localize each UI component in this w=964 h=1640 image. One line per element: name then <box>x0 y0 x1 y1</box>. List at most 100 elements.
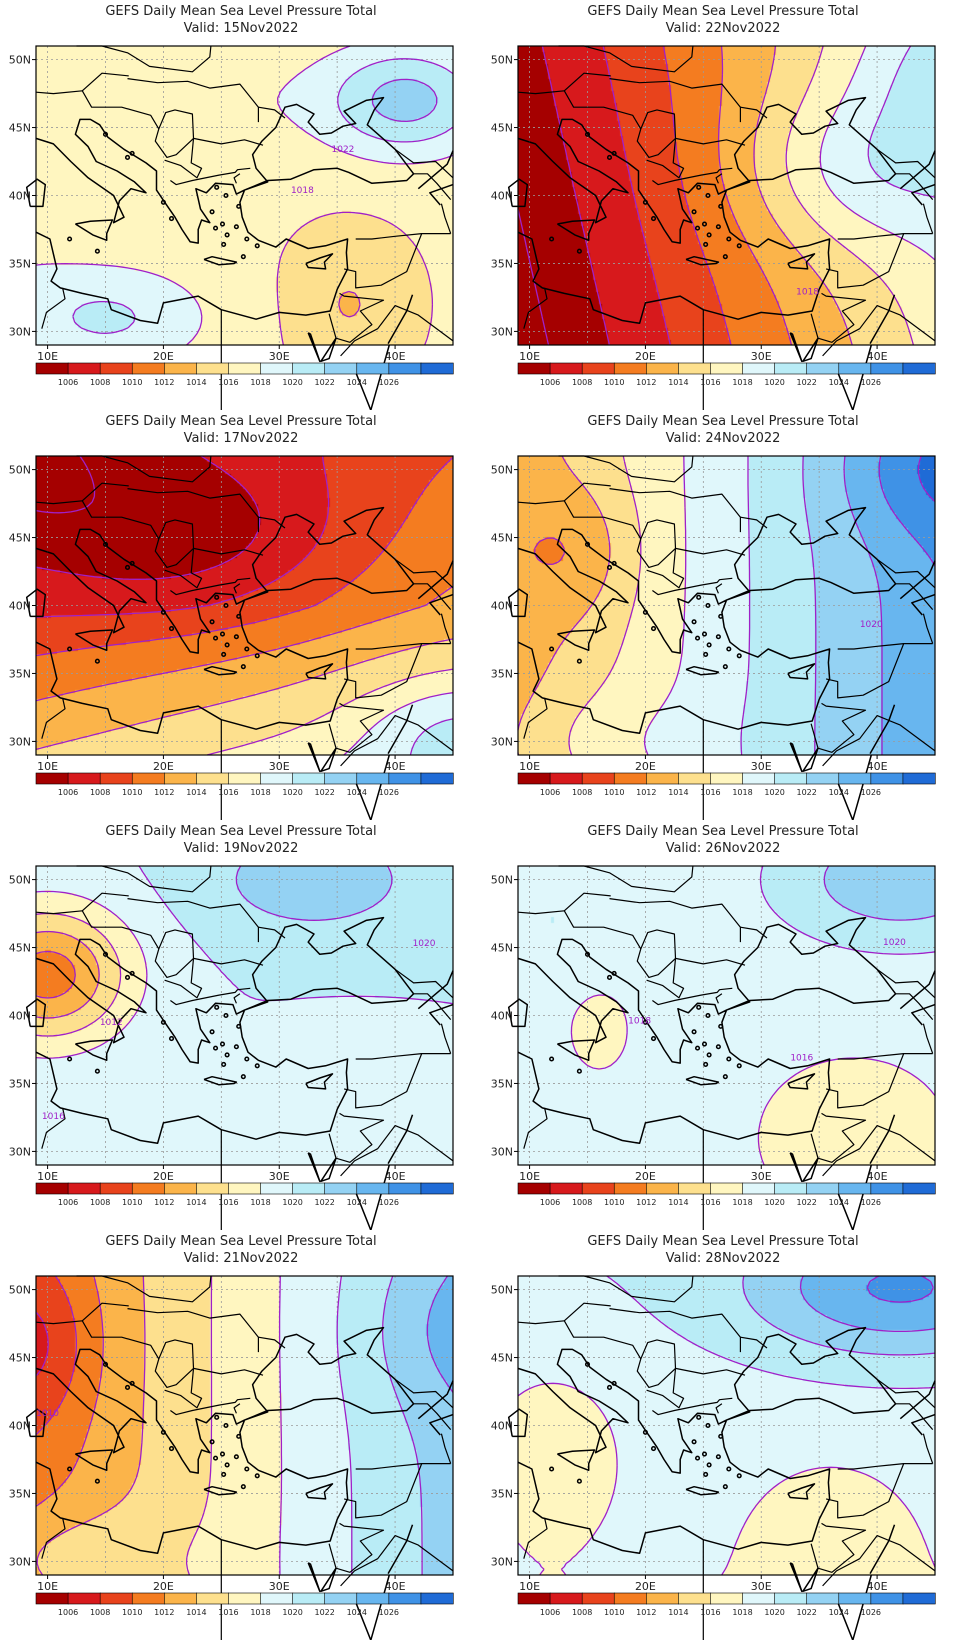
colorbar-label: 1020 <box>764 788 784 797</box>
lat-tick-label: 45N <box>9 942 31 955</box>
colorbar-label: 1012 <box>154 788 174 797</box>
colorbar-label: 1008 <box>572 788 592 797</box>
colorbar-swatch <box>646 772 679 785</box>
colorbar-label: 1006 <box>540 378 560 387</box>
colorbar-label: 1016 <box>218 788 238 797</box>
colorbar-label: 1012 <box>636 788 656 797</box>
lat-tick-label: 45N <box>491 942 513 955</box>
contour-label: 1016 <box>42 1112 65 1122</box>
colorbar-label: 1026 <box>379 788 399 797</box>
lon-tick-label: 30E <box>269 1580 290 1593</box>
isobars <box>517 455 936 756</box>
colorbar-swatch <box>774 1592 808 1605</box>
colorbar-swatch <box>99 362 133 375</box>
panel-title: GEFS Daily Mean Sea Level Pressure Total <box>105 4 377 19</box>
colorbar-swatch <box>292 1592 326 1605</box>
colorbar-swatch <box>131 362 165 375</box>
panel-valid-date: Valid: 17Nov2022 <box>183 431 299 446</box>
colorbar-swatch <box>99 772 133 785</box>
colorbar-swatch <box>260 1592 294 1605</box>
lat-tick-label: 40N <box>491 600 513 613</box>
colorbar-swatch <box>870 1592 904 1605</box>
lat-tick-label: 40N <box>491 1420 513 1433</box>
lat-tick-label: 45N <box>491 532 513 545</box>
isobars <box>35 455 454 756</box>
colorbar-label: 1024 <box>829 378 849 387</box>
colorbar-label: 1026 <box>861 378 881 387</box>
pressure-field <box>518 456 935 755</box>
colorbar-label: 1018 <box>732 1198 752 1207</box>
panel-21nov2022: GEFS Daily Mean Sea Level Pressure Total… <box>0 1230 482 1640</box>
colorbar-label: 1010 <box>604 1608 624 1617</box>
colorbar-swatch <box>67 1182 101 1195</box>
colorbar-swatch <box>356 1592 390 1605</box>
lat-tick-label: 40N <box>9 600 31 613</box>
lat-tick-label: 50N <box>491 874 513 887</box>
panel-19nov2022: GEFS Daily Mean Sea Level Pressure Total… <box>0 820 482 1230</box>
colorbar-swatch <box>99 1592 133 1605</box>
colorbar: 1006 1008 1010 1012 1014 1016 1018 1020 1022 1024… <box>35 362 454 387</box>
colorbar-label: 1010 <box>604 378 624 387</box>
coastlines-borders <box>25 865 454 1230</box>
contour-label: 1018 <box>291 186 314 196</box>
colorbar-swatch <box>292 362 326 375</box>
colorbar-label: 1022 <box>797 378 817 387</box>
panel-valid-date: Valid: 15Nov2022 <box>183 21 299 36</box>
colorbar-label: 1006 <box>58 1608 78 1617</box>
lon-tick-label: 30E <box>751 760 772 773</box>
colorbar-swatch <box>902 1182 936 1195</box>
lon-tick-label: 20E <box>635 1170 656 1183</box>
colorbar-swatch <box>420 1182 454 1195</box>
lon-tick-label: 10E <box>519 760 540 773</box>
colorbar-swatch <box>356 362 390 375</box>
panel-title: GEFS Daily Mean Sea Level Pressure Total <box>587 414 859 429</box>
colorbar-label: 1006 <box>540 1608 560 1617</box>
colorbar-swatch <box>260 362 294 375</box>
lon-tick-label: 20E <box>635 350 656 363</box>
lon-tick-label: 10E <box>37 1170 58 1183</box>
colorbar-swatch <box>581 1182 615 1195</box>
lat-tick-label: 45N <box>9 532 31 545</box>
lon-tick-label: 10E <box>37 350 58 363</box>
pressure-field <box>36 456 453 755</box>
colorbar-swatch <box>67 362 101 375</box>
lon-tick-label: 30E <box>269 350 290 363</box>
colorbar-swatch <box>164 362 197 375</box>
colorbar-label: 1018 <box>732 788 752 797</box>
colorbar-swatch <box>678 1182 712 1195</box>
lat-tick-label: 45N <box>491 122 513 135</box>
pressure-field <box>36 46 453 345</box>
colorbar-label: 1020 <box>282 788 302 797</box>
colorbar-label: 1020 <box>282 1198 302 1207</box>
colorbar-swatch <box>742 772 776 785</box>
panel-title: GEFS Daily Mean Sea Level Pressure Total <box>105 1234 377 1249</box>
lon-tick-label: 30E <box>751 1170 772 1183</box>
lat-tick-label: 50N <box>9 464 31 477</box>
colorbar-swatch <box>710 1592 744 1605</box>
colorbar-swatch <box>710 362 744 375</box>
colorbar-swatch <box>260 1182 294 1195</box>
colorbar-label: 1024 <box>829 788 849 797</box>
colorbar-swatch <box>131 1182 165 1195</box>
colorbar-label: 1008 <box>572 378 592 387</box>
coastlines-borders <box>507 45 936 410</box>
colorbar-swatch <box>646 1592 679 1605</box>
colorbar-label: 1010 <box>122 1608 142 1617</box>
colorbar-label: 1014 <box>668 788 688 797</box>
colorbar-swatch <box>549 362 583 375</box>
lat-tick-label: 45N <box>491 1352 513 1365</box>
colorbar-label: 1022 <box>315 1198 335 1207</box>
lat-tick-label: 40N <box>9 1010 31 1023</box>
colorbar-label: 1014 <box>668 378 688 387</box>
colorbar-label: 1026 <box>379 1198 399 1207</box>
lon-tick-label: 30E <box>751 350 772 363</box>
colorbar-swatch <box>292 772 326 785</box>
colorbar-swatch <box>228 772 262 785</box>
colorbar-swatch <box>131 772 165 785</box>
colorbar-swatch <box>517 362 551 375</box>
colorbar-swatch <box>356 1182 390 1195</box>
colorbar-label: 1016 <box>700 1608 720 1617</box>
